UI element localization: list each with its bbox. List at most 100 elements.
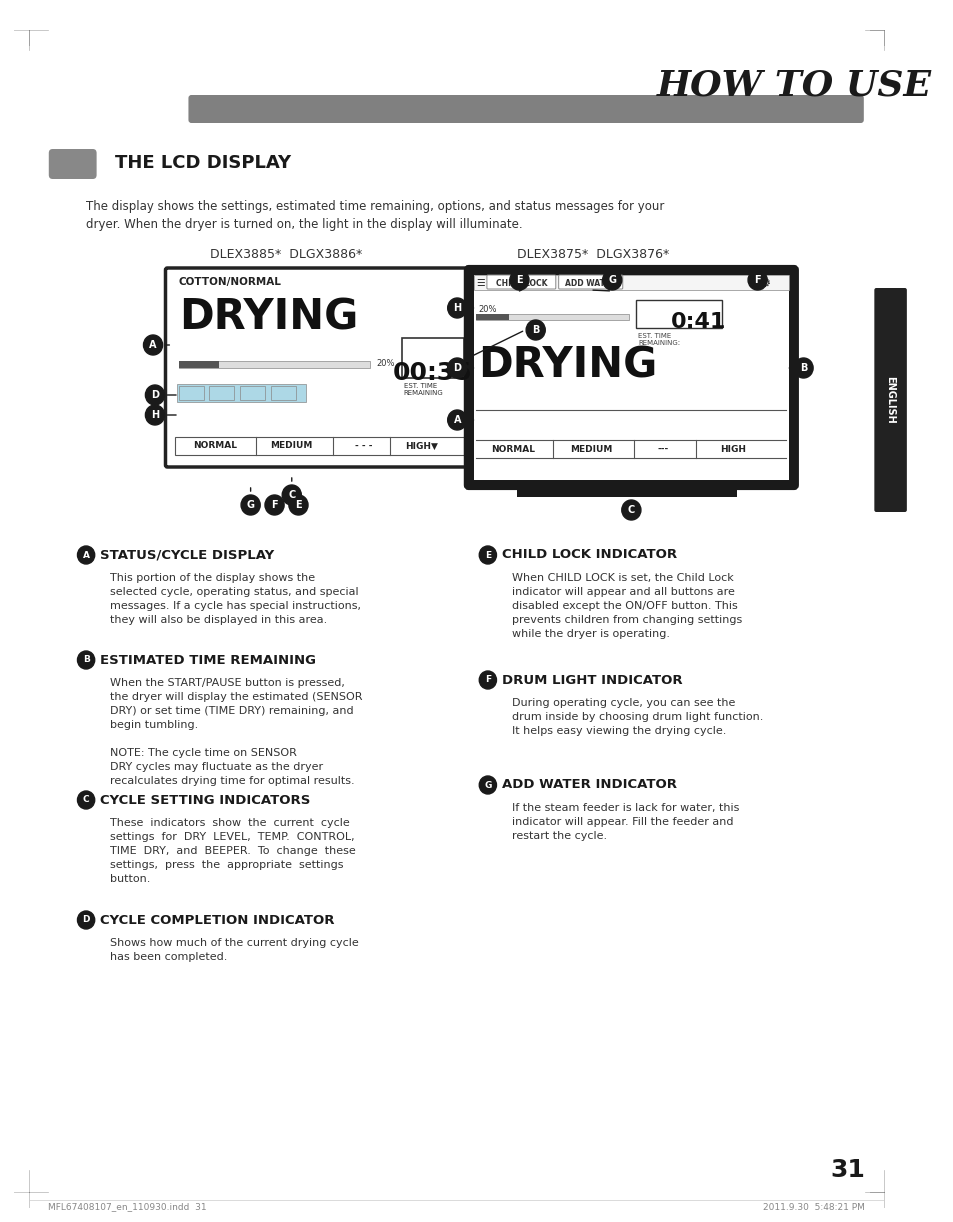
Text: F: F xyxy=(271,500,277,510)
FancyBboxPatch shape xyxy=(465,266,796,488)
Text: 00:35: 00:35 xyxy=(393,360,472,385)
Text: C: C xyxy=(83,796,90,804)
FancyBboxPatch shape xyxy=(873,288,906,512)
Circle shape xyxy=(265,495,284,514)
Bar xyxy=(179,360,219,368)
Text: H: H xyxy=(453,303,461,313)
Text: The display shows the settings, estimated time remaining, options, and status me: The display shows the settings, estimate… xyxy=(86,200,664,231)
Text: D: D xyxy=(151,390,159,400)
Text: C: C xyxy=(288,490,295,500)
Text: 2011.9.30  5:48:21 PM: 2011.9.30 5:48:21 PM xyxy=(762,1202,863,1211)
Circle shape xyxy=(447,358,466,378)
Text: This portion of the display shows the
selected cycle, operating status, and spec: This portion of the display shows the se… xyxy=(110,573,360,624)
Text: D: D xyxy=(453,363,460,373)
Text: G: G xyxy=(608,275,616,285)
Bar xyxy=(177,384,306,402)
Bar xyxy=(210,386,234,400)
Text: ADD WATER INDICATOR: ADD WATER INDICATOR xyxy=(501,778,677,792)
Text: H: H xyxy=(151,411,159,420)
Circle shape xyxy=(77,791,94,809)
Text: COTTON/NORMAL: COTTON/NORMAL xyxy=(179,277,281,287)
Text: 31: 31 xyxy=(829,1158,863,1182)
FancyBboxPatch shape xyxy=(165,268,475,467)
Bar xyxy=(179,360,370,368)
Bar xyxy=(636,299,721,327)
Text: E: E xyxy=(516,275,522,285)
Text: ☰: ☰ xyxy=(476,277,484,288)
Text: NORMAL: NORMAL xyxy=(193,441,237,451)
Text: During operating cycle, you can see the
drum inside by choosing drum light funct: During operating cycle, you can see the … xyxy=(511,698,762,736)
Circle shape xyxy=(509,270,529,290)
FancyBboxPatch shape xyxy=(558,275,622,288)
Text: E: E xyxy=(294,500,301,510)
Text: If the steam feeder is lack for water, this
indicator will appear. Fill the feed: If the steam feeder is lack for water, t… xyxy=(511,803,739,841)
Text: CHILD LOCK INDICATOR: CHILD LOCK INDICATOR xyxy=(501,549,677,561)
Circle shape xyxy=(793,358,812,378)
Text: D: D xyxy=(82,915,90,925)
Bar xyxy=(476,314,629,320)
Circle shape xyxy=(526,320,545,340)
Text: ADD WATER: ADD WATER xyxy=(564,279,615,287)
Circle shape xyxy=(145,385,164,404)
Text: A: A xyxy=(83,550,90,560)
Text: STATUS/CYCLE DISPLAY: STATUS/CYCLE DISPLAY xyxy=(100,549,274,561)
Bar xyxy=(476,440,783,458)
Bar xyxy=(401,338,463,378)
Text: B: B xyxy=(799,363,806,373)
Circle shape xyxy=(747,270,766,290)
Bar xyxy=(240,386,265,400)
Circle shape xyxy=(447,411,466,430)
Text: CHILD LOCK: CHILD LOCK xyxy=(495,279,546,287)
Text: DRYING: DRYING xyxy=(477,345,657,386)
Text: When the START/PAUSE button is pressed,
the dryer will display the estimated (SE: When the START/PAUSE button is pressed, … xyxy=(110,678,362,786)
Circle shape xyxy=(602,270,621,290)
Circle shape xyxy=(143,335,162,356)
Text: NORMAL: NORMAL xyxy=(490,445,535,453)
Text: EST. TIME: EST. TIME xyxy=(403,382,436,389)
FancyBboxPatch shape xyxy=(189,95,862,123)
Text: F: F xyxy=(484,676,491,684)
Circle shape xyxy=(289,495,308,514)
FancyBboxPatch shape xyxy=(49,149,96,178)
Text: EST. TIME: EST. TIME xyxy=(638,334,671,338)
Text: HOW TO USE: HOW TO USE xyxy=(656,68,930,101)
Text: G: G xyxy=(247,500,254,510)
Circle shape xyxy=(478,546,496,565)
Bar xyxy=(473,275,788,290)
Bar xyxy=(174,437,463,455)
Text: 20%: 20% xyxy=(477,306,497,314)
Text: 20%: 20% xyxy=(375,358,394,368)
Bar xyxy=(179,386,204,400)
Circle shape xyxy=(447,298,466,318)
Text: G: G xyxy=(484,781,491,789)
Circle shape xyxy=(145,404,164,425)
Text: DLEX3885*  DLGX3886*: DLEX3885* DLGX3886* xyxy=(211,248,362,262)
Text: CYCLE COMPLETION INDICATOR: CYCLE COMPLETION INDICATOR xyxy=(100,914,335,926)
Text: - - -: - - - xyxy=(355,441,372,451)
Text: ⚙: ⚙ xyxy=(759,276,770,290)
Text: REMAINING: REMAINING xyxy=(403,390,443,396)
Text: B: B xyxy=(532,325,538,335)
Circle shape xyxy=(77,546,94,565)
Text: THE LCD DISPLAY: THE LCD DISPLAY xyxy=(114,154,291,172)
FancyBboxPatch shape xyxy=(486,275,556,288)
Text: MEDIUM: MEDIUM xyxy=(271,441,313,451)
Circle shape xyxy=(478,671,496,689)
Text: HIGH: HIGH xyxy=(719,445,745,453)
Text: F: F xyxy=(754,275,760,285)
Text: These  indicators  show  the  current  cycle
settings  for  DRY  LEVEL,  TEMP.  : These indicators show the current cycle … xyxy=(110,818,355,884)
Circle shape xyxy=(77,910,94,929)
Text: A: A xyxy=(453,415,460,425)
Text: CYCLE SETTING INDICATORS: CYCLE SETTING INDICATORS xyxy=(100,793,311,807)
Text: ESTIMATED TIME REMAINING: ESTIMATED TIME REMAINING xyxy=(100,654,316,666)
Text: 0:41: 0:41 xyxy=(670,312,725,332)
Text: ---: --- xyxy=(657,445,668,453)
Circle shape xyxy=(621,500,640,521)
Bar xyxy=(271,386,295,400)
Text: HIGH▼: HIGH▼ xyxy=(405,441,437,451)
Text: DRUM LIGHT INDICATOR: DRUM LIGHT INDICATOR xyxy=(501,673,682,687)
Text: Shows how much of the current drying cycle
has been completed.: Shows how much of the current drying cyc… xyxy=(110,938,358,962)
Bar xyxy=(516,485,736,497)
Text: ENGLISH: ENGLISH xyxy=(884,376,895,424)
Circle shape xyxy=(77,651,94,668)
